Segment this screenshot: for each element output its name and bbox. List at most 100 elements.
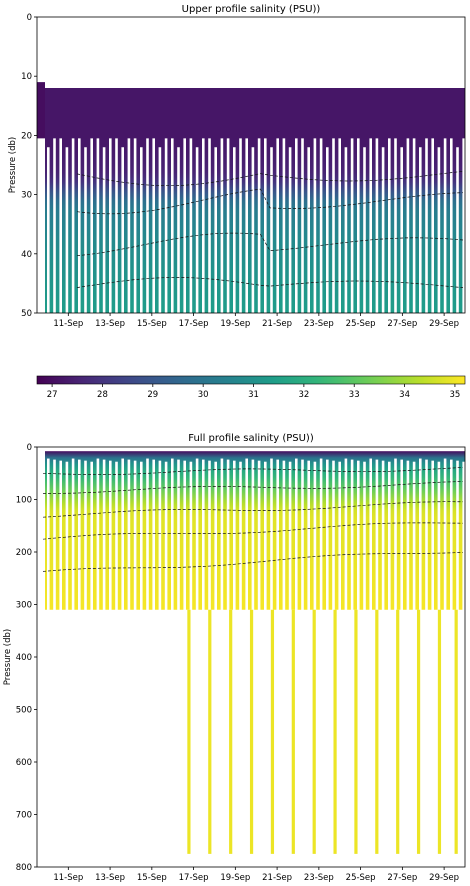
cast-gap [437,147,441,313]
cast-gap [84,460,87,867]
cast-gap [425,138,428,313]
full-y-tick-label: 0 [27,443,32,453]
cast-gap [202,459,205,867]
colorbar-tick-label: 33 [349,390,360,400]
cast-gap [152,138,155,313]
upper-chart-title: Upper profile salinity (PSU)) [182,4,321,15]
upper-x-tick-label: 29-Sep [429,319,459,329]
deep-cast-bar [312,609,316,854]
cast-gap [158,147,162,313]
cast-gap [202,138,205,313]
full-y-axis-label: Pressure (db) [3,629,13,685]
cast-gap [412,138,416,313]
cast-gap [264,461,267,867]
colorbar-tick-label: 31 [248,390,259,400]
cast-gap [307,460,310,867]
full-y-tick-label: 500 [16,706,32,716]
cast-gap [226,138,230,313]
cast-gap [171,458,174,867]
deep-cast-bar [416,609,421,854]
cast-gap [96,458,100,867]
cast-gap [71,458,75,867]
upper-y-tick-label: 50 [21,309,32,319]
full-y-tick-label: 600 [16,758,32,768]
full-x-tick-label: 13-Sep [95,873,125,883]
cast-gap [450,138,453,313]
cast-gap [301,459,304,867]
upper-y-tick-label: 40 [21,250,32,260]
full-x-tick-label: 15-Sep [137,873,167,883]
upper-x-tick-label: 23-Sep [304,319,334,329]
full-contour-line [42,467,464,476]
cast-gap [369,458,372,867]
cast-gap [78,459,81,867]
upper-plot-frame [36,16,466,314]
cast-gap [233,460,236,867]
cast-gap [245,138,248,313]
cast-gap [90,461,93,867]
full-x-tick-label: 11-Sep [53,873,83,883]
upper-contour-line [76,188,464,215]
cast-gap [146,138,149,313]
cast-gap [189,461,193,867]
upper-x-tick-label: 15-Sep [137,319,167,329]
cast-gap [189,138,193,313]
deep-cast-bar [396,609,400,854]
full-salinity-panel: Full profile salinity (PSU)) 0 100 200 300 4… [3,433,466,883]
upper-y-tick-label: 10 [21,72,32,82]
deep-cast-bar [354,609,358,854]
cast-gap [288,461,292,867]
cast-gap [338,461,341,867]
upper-x-tick-label: 19-Sep [220,319,250,329]
cast-gap [158,460,162,867]
cast-gap [183,460,186,867]
cast-gap [326,459,329,867]
cast-gap [400,459,403,867]
cast-gap [431,138,434,313]
cast-gap [65,147,69,313]
full-chart-title: Full profile salinity (PSU)) [188,433,314,444]
cast-gap [133,138,137,313]
cast-gap [307,147,310,313]
cast-gap [381,147,385,313]
deep-cast-bar [208,609,212,854]
colorbar-tick-label: 29 [147,390,158,400]
cast-gap [109,138,112,313]
full-contour-line [42,552,464,572]
upper-y-tick-label: 20 [21,131,32,141]
cast-gap [177,147,180,313]
cast-gap [369,138,372,313]
upper-x-tick-label: 17-Sep [179,319,209,329]
upper-x-tick-label: 11-Sep [53,319,83,329]
cast-gap [53,459,56,867]
cast-gap [245,458,248,867]
cast-gap [301,138,304,313]
cast-gap [344,147,348,313]
cast-gap [363,461,366,867]
full-contour-line [42,522,464,540]
cast-gap [233,147,236,313]
cast-gap [344,458,348,867]
upper-y-tick-label: 30 [21,191,32,201]
colorbar-tick-label: 34 [399,390,410,400]
upper-y-axis-label: Pressure (db) [8,137,18,193]
cast-gap [214,461,217,867]
deep-cast-bar [375,609,379,854]
cast-gap [406,460,410,867]
upper-salinity-panel: Upper profile salinity (PSU)) 0 10 20 30 40 5… [8,4,466,329]
cast-gap [133,460,137,867]
cast-gap [319,138,323,313]
full-x-tick-label: 17-Sep [179,873,209,883]
upper-x-tick-label: 27-Sep [387,319,417,329]
cast-gap [462,138,465,313]
cast-gap [115,461,118,867]
deep-cast-bar [454,609,458,854]
cast-gap [462,461,465,867]
cast-gap [102,147,106,313]
deep-cast-bar [291,609,295,854]
cast-gap [152,459,155,867]
cast-gap [220,458,224,867]
deep-cast-bar [270,609,275,854]
cast-gap [65,461,69,867]
